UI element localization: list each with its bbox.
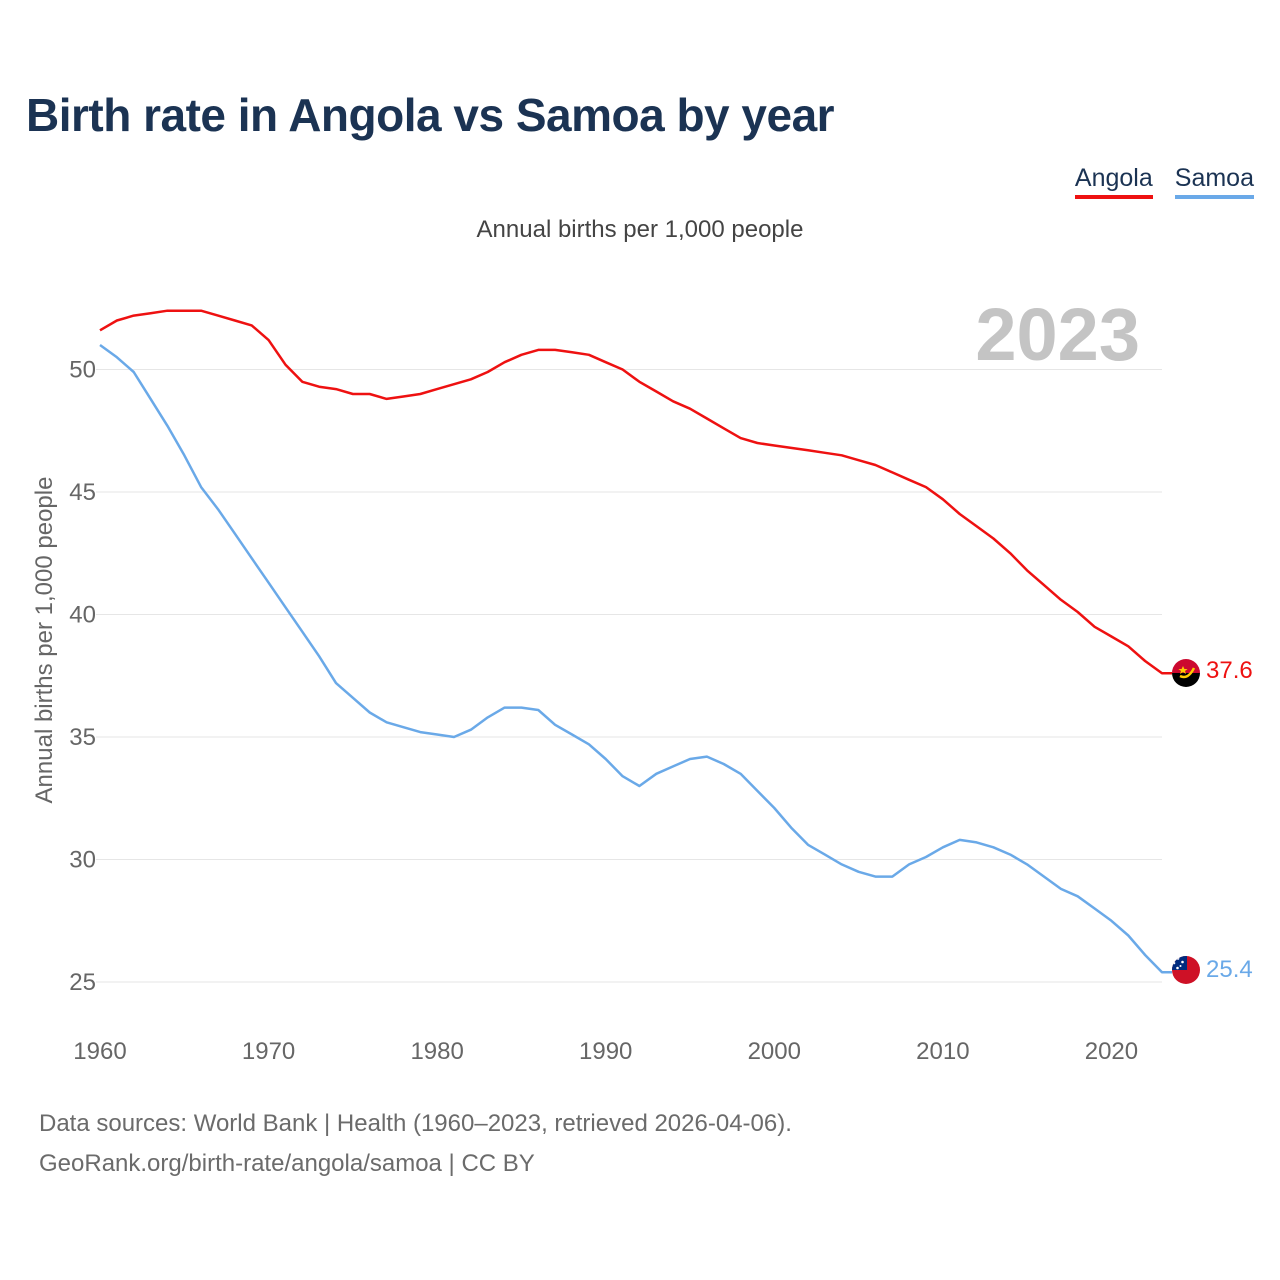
- x-tick-label-1990: 1990: [579, 1038, 632, 1065]
- chart-subtitle: Annual births per 1,000 people: [476, 216, 804, 243]
- y-tick-label-40: 40: [69, 602, 96, 629]
- year-watermark: 2023: [975, 293, 1140, 376]
- y-axis-label: Annual births per 1,000 people: [31, 477, 58, 804]
- y-tick-label-30: 30: [69, 847, 96, 874]
- x-tick-label-1960: 1960: [73, 1038, 126, 1065]
- legend: Angola Samoa: [1074, 164, 1254, 199]
- x-tick-label-1980: 1980: [410, 1038, 463, 1065]
- x-tick-label-2020: 2020: [1085, 1038, 1138, 1065]
- angola-end-label: 37.6: [1206, 657, 1253, 684]
- x-tick-label-2010: 2010: [916, 1038, 969, 1065]
- footer-link[interactable]: GeoRank.org/birth-rate/angola/samoa | CC…: [39, 1150, 535, 1177]
- y-tick-label-25: 25: [69, 969, 96, 996]
- series-line-samoa[interactable]: [99, 343, 1172, 974]
- x-tick-label-2000: 2000: [748, 1038, 801, 1065]
- footer-source: Data sources: World Bank | Health (1960–…: [39, 1110, 792, 1137]
- samoa-end-label: 25.4: [1206, 956, 1253, 983]
- footer: Data sources: World Bank | Health (1960–…: [39, 1104, 792, 1184]
- samoa-flag-icon: [1172, 956, 1200, 984]
- legend-item-samoa[interactable]: Samoa: [1174, 164, 1254, 199]
- angola-flag-icon: [1172, 659, 1200, 687]
- x-tick-label-1970: 1970: [242, 1038, 295, 1065]
- legend-item-angola[interactable]: Angola: [1074, 164, 1153, 199]
- series-line-angola[interactable]: [99, 309, 1172, 675]
- y-tick-label-45: 45: [69, 479, 96, 506]
- chart-title: Birth rate in Angola vs Samoa by year: [26, 89, 835, 141]
- y-tick-label-35: 35: [69, 724, 96, 751]
- y-tick-label-50: 50: [69, 357, 96, 384]
